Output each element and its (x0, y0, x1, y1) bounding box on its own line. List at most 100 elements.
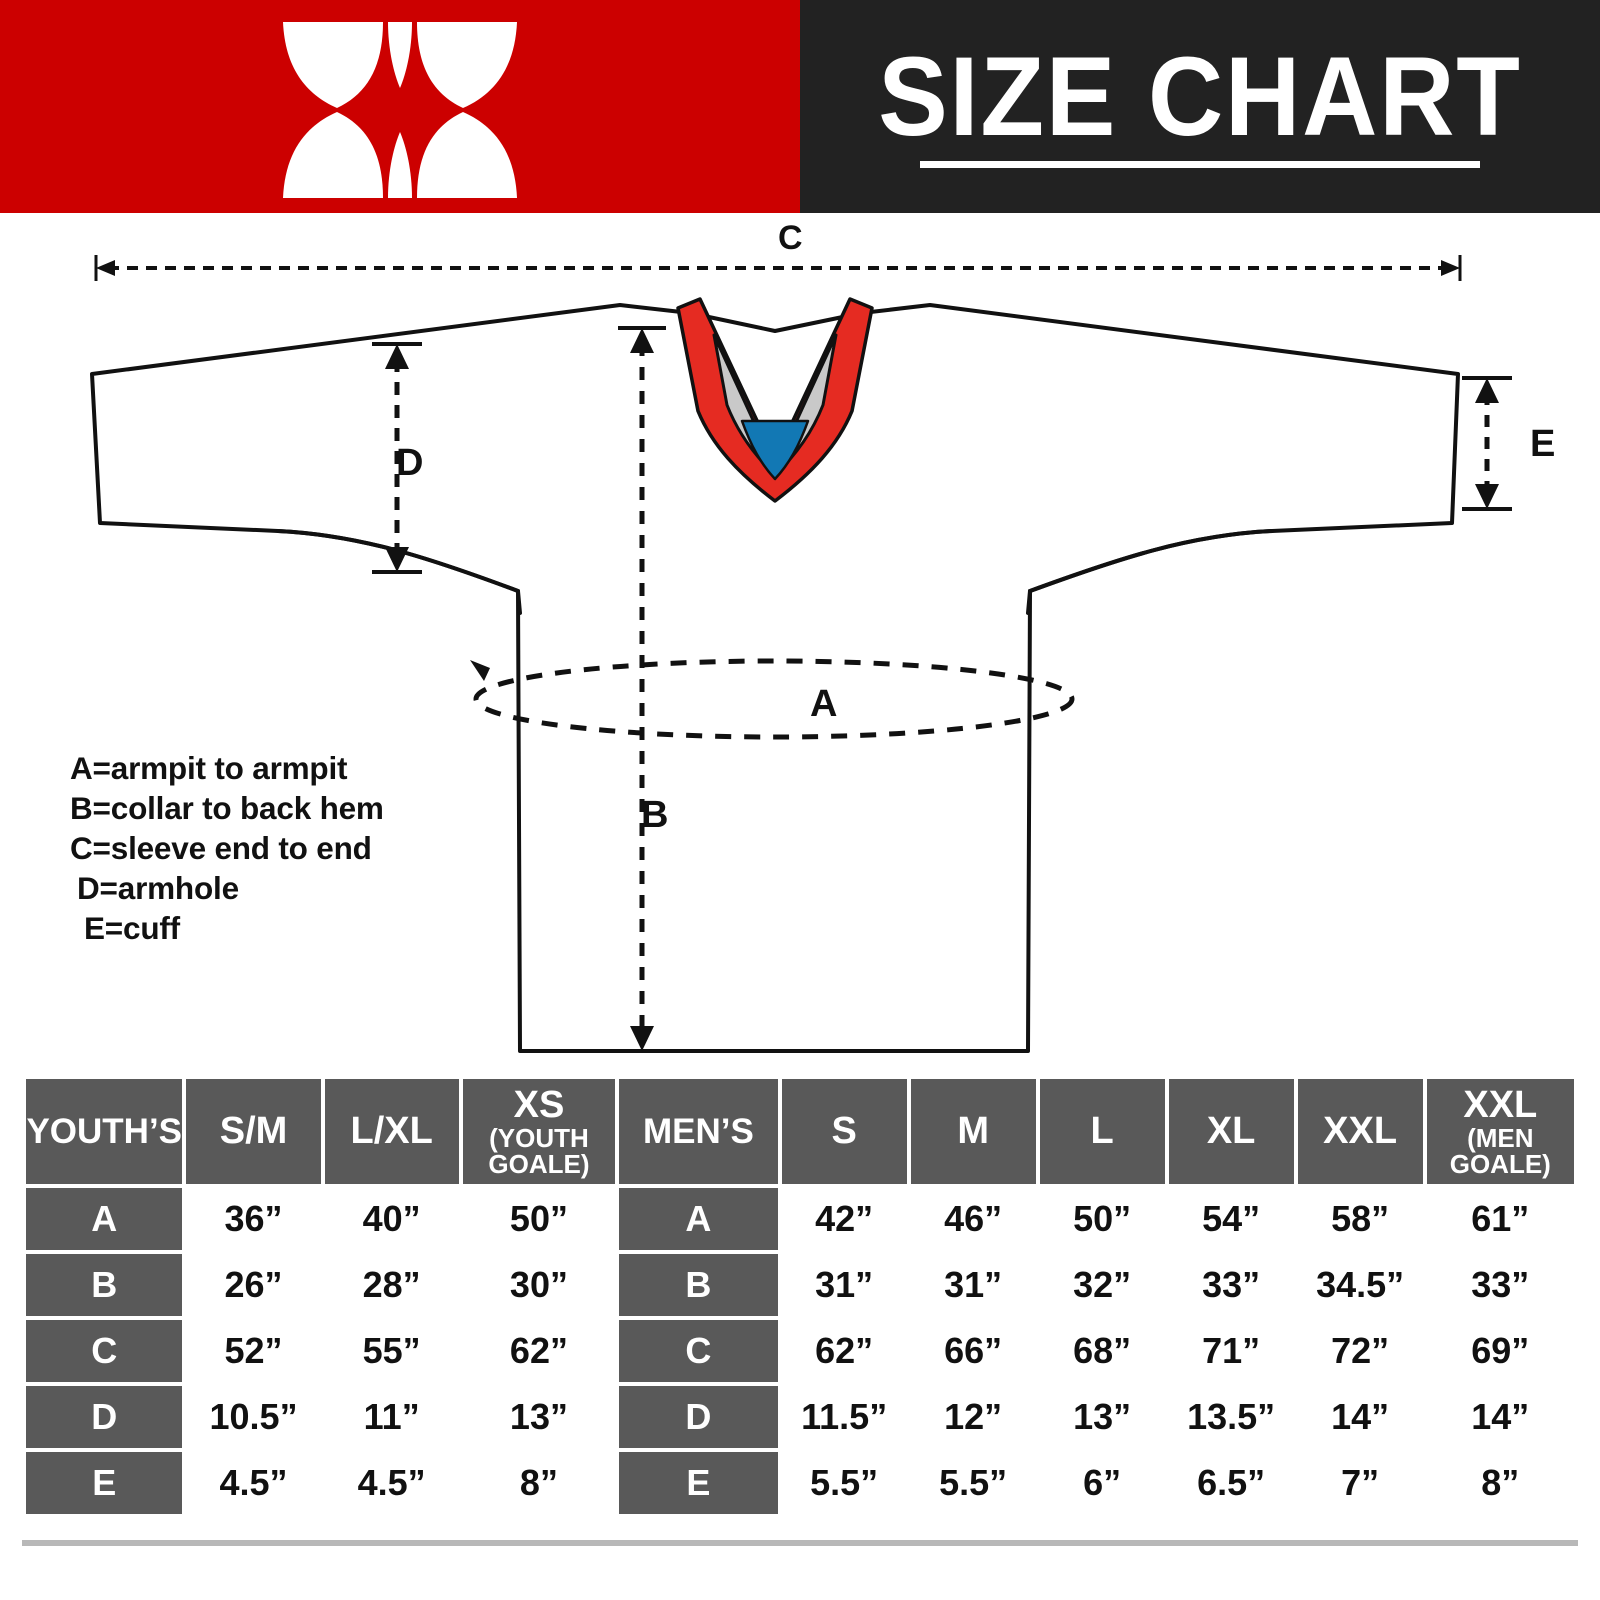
header-mens-xl-main: XL (1206, 1109, 1256, 1152)
cell-mens-s-a: 42” (781, 1188, 907, 1250)
header-mens-s: S (781, 1079, 907, 1184)
header-youth-xs-sub: (YOUTH GOALE) (488, 1123, 590, 1180)
legend-item-e: E=cuff (84, 910, 180, 946)
header-mens-xxl-goalie: XXL (MEN GOALE) (1426, 1079, 1574, 1184)
cell-mens-l-a: 50” (1039, 1188, 1165, 1250)
header-youth-lxl-main: L/XL (350, 1109, 433, 1152)
dimension-c (94, 255, 1462, 281)
cell-mens-s-e: 5.5” (781, 1452, 907, 1514)
header-mens-xxlg-main: XXL (1463, 1083, 1538, 1126)
row-key-mens-b: B (619, 1254, 778, 1316)
cell-mens-m-b: 31” (910, 1254, 1036, 1316)
cell-youth-xs-b: 30” (462, 1254, 616, 1316)
cell-mens-xl-b: 33” (1168, 1254, 1294, 1316)
row-key-youth-c: C (26, 1320, 183, 1382)
header-mens-l: L (1039, 1079, 1165, 1184)
header-mens-s-main: S (831, 1109, 857, 1152)
header-youth-xs-goalie: XS (YOUTH GOALE) (462, 1079, 616, 1184)
cell-youth-lxl-c: 55” (324, 1320, 459, 1382)
row-key-youth-a: A (26, 1188, 183, 1250)
header-youth-sm: S/M (186, 1079, 321, 1184)
header-mens-xxlg-sub: (MEN GOALE) (1449, 1123, 1551, 1180)
page-title: SIZE CHART (878, 34, 1522, 160)
cell-mens-xl-c: 71” (1168, 1320, 1294, 1382)
cell-mens-s-d: 11.5” (781, 1386, 907, 1448)
dimension-d (372, 342, 422, 574)
cell-mens-l-b: 32” (1039, 1254, 1165, 1316)
cell-mens-l-d: 13” (1039, 1386, 1165, 1448)
row-key-youth-e: E (26, 1452, 183, 1514)
cell-mens-xxl-b: 34.5” (1297, 1254, 1423, 1316)
measurement-legend: A=armpit to armpit B=collar to back hem … (70, 748, 490, 948)
jersey-diagram: C D (0, 213, 1600, 1073)
table-row: A 36” 40” 50” A 42” 46” 50” 54” 58” 61” (26, 1188, 1574, 1250)
cell-mens-xxlg-e: 8” (1426, 1452, 1574, 1514)
row-key-mens-a: A (619, 1188, 778, 1250)
legend-item-b: B=collar to back hem (70, 790, 384, 826)
dimension-label-b: B (641, 794, 668, 836)
dimension-b (618, 326, 666, 1053)
cell-mens-xxl-c: 72” (1297, 1320, 1423, 1382)
page-header: SIZE CHART (0, 0, 1600, 213)
brand-panel (0, 0, 800, 213)
legend-item-c: C=sleeve end to end (70, 830, 372, 866)
row-key-mens-c: C (619, 1320, 778, 1382)
size-table: YOUTH’S S/M L/XL XS (YOUTH GOALE) MEN’S … (22, 1075, 1578, 1518)
cell-youth-sm-e: 4.5” (186, 1452, 321, 1514)
cell-youth-sm-b: 26” (186, 1254, 321, 1316)
dimension-label-d: D (396, 442, 423, 484)
row-key-mens-d: D (619, 1386, 778, 1448)
header-mens-xl: XL (1168, 1079, 1294, 1184)
dimension-e (1462, 376, 1512, 511)
cell-mens-xxl-d: 14” (1297, 1386, 1423, 1448)
cell-mens-xxl-e: 7” (1297, 1452, 1423, 1514)
cell-youth-lxl-b: 28” (324, 1254, 459, 1316)
row-key-youth-d: D (26, 1386, 183, 1448)
cell-mens-xl-a: 54” (1168, 1188, 1294, 1250)
cell-mens-l-c: 68” (1039, 1320, 1165, 1382)
dimension-a (470, 658, 1075, 740)
header-youth-xs-main: XS (513, 1083, 565, 1126)
cell-mens-s-b: 31” (781, 1254, 907, 1316)
header-mens-m: M (910, 1079, 1036, 1184)
cell-youth-lxl-e: 4.5” (324, 1452, 459, 1514)
cell-youth-lxl-d: 11” (324, 1386, 459, 1448)
header-youth-sm-main: S/M (219, 1109, 288, 1152)
cell-mens-xxlg-d: 14” (1426, 1386, 1574, 1448)
cell-youth-sm-c: 52” (186, 1320, 321, 1382)
cell-mens-s-c: 62” (781, 1320, 907, 1382)
dimension-label-e: E (1530, 423, 1555, 465)
header-mens-m-main: M (957, 1109, 989, 1152)
row-key-mens-e: E (619, 1452, 778, 1514)
header-mens-xxl-main: XXL (1323, 1109, 1398, 1152)
title-panel: SIZE CHART (800, 0, 1600, 213)
cell-youth-lxl-a: 40” (324, 1188, 459, 1250)
table-row: C 52” 55” 62” C 62” 66” 68” 71” 72” 69” (26, 1320, 1574, 1382)
cell-youth-xs-d: 13” (462, 1386, 616, 1448)
cell-mens-m-e: 5.5” (910, 1452, 1036, 1514)
dimension-label-c: C (778, 219, 803, 257)
title-underline (920, 160, 1480, 168)
cell-mens-xl-e: 6.5” (1168, 1452, 1294, 1514)
header-mens: MEN’S (619, 1079, 778, 1184)
cell-youth-sm-a: 36” (186, 1188, 321, 1250)
cell-youth-xs-a: 50” (462, 1188, 616, 1250)
cell-youth-sm-d: 10.5” (186, 1386, 321, 1448)
cell-mens-m-d: 12” (910, 1386, 1036, 1448)
header-youth-lxl: L/XL (324, 1079, 459, 1184)
cell-mens-m-a: 46” (910, 1188, 1036, 1250)
table-header-row: YOUTH’S S/M L/XL XS (YOUTH GOALE) MEN’S … (26, 1079, 1574, 1184)
cell-mens-xxl-a: 58” (1297, 1188, 1423, 1250)
cell-mens-xxlg-a: 61” (1426, 1188, 1574, 1250)
dimension-label-a: A (810, 683, 837, 725)
legend-item-d: D=armhole (77, 870, 239, 906)
header-youths: YOUTH’S (26, 1079, 183, 1184)
cell-youth-xs-e: 8” (462, 1452, 616, 1514)
kxk-logo-icon (283, 21, 517, 198)
jersey-right-underarm (1026, 529, 1274, 615)
cell-mens-xxlg-c: 69” (1426, 1320, 1574, 1382)
jersey-collar (676, 297, 874, 503)
cell-mens-xxlg-b: 33” (1426, 1254, 1574, 1316)
table-row: E 4.5” 4.5” 8” E 5.5” 5.5” 6” 6.5” 7” 8” (26, 1452, 1574, 1514)
